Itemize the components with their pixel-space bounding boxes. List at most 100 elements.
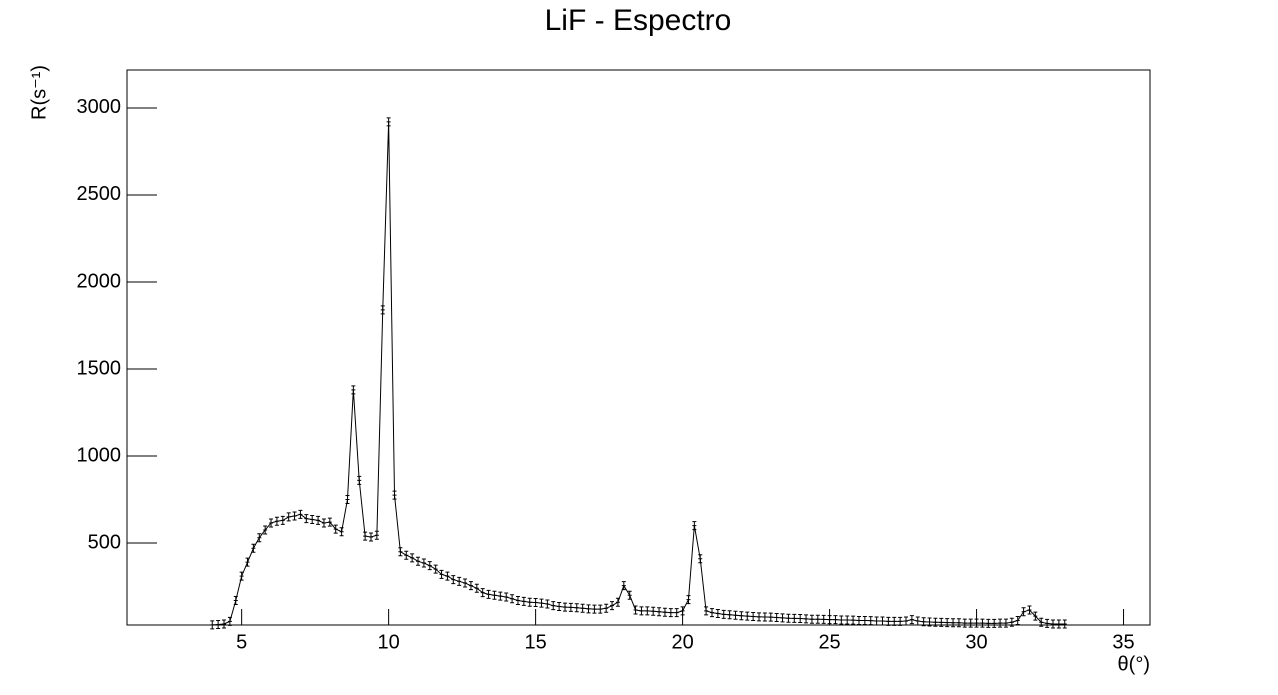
data-point (1045, 618, 1050, 628)
data-point (586, 604, 591, 614)
data-point (745, 611, 750, 621)
data-point (604, 603, 609, 613)
data-point (727, 610, 732, 620)
data-point (945, 618, 950, 628)
data-point (374, 530, 379, 540)
x-tick-label: 5 (236, 631, 247, 653)
data-point (668, 608, 673, 618)
data-point (851, 615, 856, 625)
data-point (904, 616, 909, 626)
y-tick-label: 2500 (77, 183, 122, 205)
data-point (457, 576, 462, 586)
data-point (527, 597, 532, 607)
data-point (739, 611, 744, 621)
data-point (398, 547, 403, 557)
data-point (880, 616, 885, 626)
data-point (474, 583, 479, 593)
data-point (551, 601, 556, 611)
data-point (804, 614, 809, 624)
data-point (986, 618, 991, 628)
data-point (980, 618, 985, 628)
data-point (545, 599, 550, 609)
data-point (480, 588, 485, 598)
data-point (956, 618, 961, 628)
data-point (433, 564, 438, 574)
x-tick-label: 20 (671, 631, 693, 653)
data-point (721, 609, 726, 619)
data-point (510, 594, 515, 604)
data-point (962, 618, 967, 628)
data-point (257, 533, 262, 543)
y-tick-label: 2000 (77, 270, 122, 292)
data-point (1009, 617, 1014, 627)
data-point (874, 616, 879, 626)
data-point (780, 613, 785, 623)
data-point (316, 515, 321, 525)
data-point (862, 615, 867, 625)
data-point (363, 531, 368, 541)
data-point (321, 518, 326, 528)
data-point (557, 602, 562, 612)
data-point (410, 553, 415, 563)
data-point (1003, 618, 1008, 628)
data-point (915, 616, 920, 626)
data-point (1027, 605, 1032, 615)
chart-title: LiF - Espectro (545, 4, 732, 37)
data-point (210, 620, 215, 630)
data-point (574, 603, 579, 613)
data-point (463, 578, 468, 588)
data-point (286, 512, 291, 522)
data-point (821, 614, 826, 624)
data-point (892, 616, 897, 626)
x-tick-label: 10 (378, 631, 400, 653)
data-point (757, 612, 762, 622)
data-point (451, 575, 456, 585)
data-point (686, 595, 691, 605)
data-point (445, 571, 450, 581)
data-point (968, 618, 973, 628)
data-point (645, 606, 650, 616)
data-point (251, 543, 256, 553)
data-point (345, 495, 350, 505)
data-point (809, 614, 814, 624)
data-point (1015, 615, 1020, 625)
data-point (351, 385, 356, 395)
data-point (310, 515, 315, 525)
data-point (515, 595, 520, 605)
data-point (715, 609, 720, 619)
data-point (733, 610, 738, 620)
data-point (692, 521, 697, 531)
data-point (592, 604, 597, 614)
data-point (774, 613, 779, 623)
data-point (998, 618, 1003, 628)
data-point (798, 614, 803, 624)
data-point (751, 611, 756, 621)
data-point (368, 532, 373, 542)
data-point (704, 606, 709, 616)
data-point (404, 550, 409, 560)
data-point (439, 569, 444, 579)
x-tick-label: 15 (524, 631, 546, 653)
data-point (627, 590, 632, 600)
data-point (1056, 619, 1061, 629)
y-tick-label: 1000 (77, 444, 122, 466)
data-point (921, 617, 926, 627)
x-tick-label: 35 (1112, 631, 1134, 653)
data-point (333, 524, 338, 534)
data-point (357, 475, 362, 485)
data-point (468, 581, 473, 591)
data-point (427, 561, 432, 571)
data-point (1033, 611, 1038, 621)
data-point (856, 615, 861, 625)
data-point (239, 571, 244, 581)
data-point (933, 617, 938, 627)
data-point (815, 614, 820, 624)
data-point (662, 607, 667, 617)
data-point (568, 602, 573, 612)
data-point (416, 556, 421, 566)
data-point (909, 615, 914, 625)
data-point (792, 613, 797, 623)
data-point (951, 618, 956, 628)
data-point (633, 605, 638, 615)
